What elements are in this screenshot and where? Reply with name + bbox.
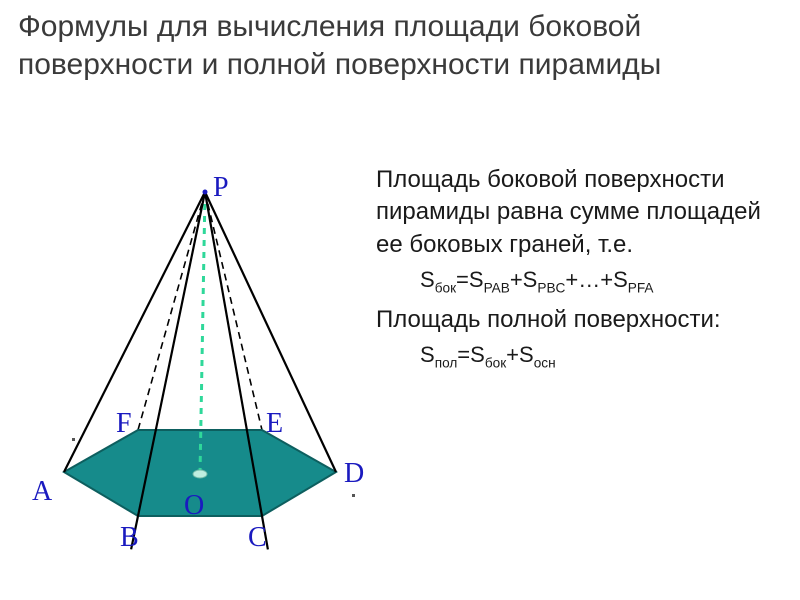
label-A: A bbox=[32, 476, 52, 508]
f2-s: S bbox=[420, 342, 435, 367]
f1-sub1: бок bbox=[435, 281, 456, 296]
f2-eq: =S bbox=[457, 342, 485, 367]
f1-sub4: PFA bbox=[628, 281, 654, 296]
para-lateral: Площадь боковой поверхности пирамиды рав… bbox=[376, 164, 784, 261]
f1-s1: S bbox=[420, 267, 435, 292]
f2-sub2: бок bbox=[485, 356, 506, 371]
content-text: Площадь боковой поверхности пирамиды рав… bbox=[376, 164, 784, 379]
f2-sub3: осн bbox=[534, 356, 556, 371]
label-E: E bbox=[266, 408, 283, 440]
para-total: Площадь полной поверхности: bbox=[376, 304, 784, 336]
f1-sub2: PAB bbox=[484, 281, 510, 296]
pyramid-diagram: P A B C D E F O bbox=[8, 160, 388, 580]
label-P: P bbox=[213, 172, 229, 204]
label-D: D bbox=[344, 458, 364, 490]
f1-eq1: =S bbox=[456, 267, 484, 292]
page-title: Формулы для вычисления площади боковой п… bbox=[18, 8, 782, 83]
label-B: B bbox=[120, 522, 139, 554]
f1-sub3: PBC bbox=[537, 281, 565, 296]
f1-mid: +S bbox=[510, 267, 538, 292]
formula-lateral: Sбок=SPAB+SPBC+…+SPFA bbox=[420, 265, 784, 298]
label-C: C bbox=[248, 522, 267, 554]
formula-total: Sпол=Sбок+Sосн bbox=[420, 340, 784, 373]
f1-dots: +…+S bbox=[565, 267, 627, 292]
f2-sub1: пол bbox=[435, 356, 458, 371]
label-O: O bbox=[184, 490, 204, 522]
label-F: F bbox=[116, 408, 132, 440]
f2-plus: +S bbox=[506, 342, 534, 367]
